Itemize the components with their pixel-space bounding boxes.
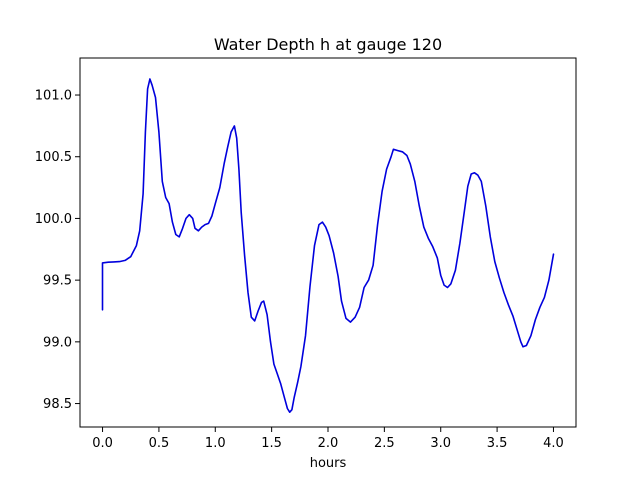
x-tick-label: 3.5: [487, 436, 508, 451]
x-axis-label: hours: [310, 456, 347, 471]
y-axis: 98.5 99.0 99.5 100.0 100.5 101.0: [35, 89, 80, 412]
x-tick-label: 2.5: [374, 436, 395, 451]
plot-frame: [79, 57, 577, 428]
y-tick-label: 99.5: [43, 274, 72, 289]
plot-area: [101, 78, 555, 414]
x-tick-label: 1.5: [261, 436, 282, 451]
chart-title: Water Depth h at gauge 120: [214, 35, 442, 54]
x-axis: 0.0 0.5 1.0 1.5 2.0 2.5 3.0 3.5 4.0: [92, 427, 564, 451]
y-tick-label: 98.5: [43, 397, 72, 412]
x-tick-label: 0.5: [149, 436, 170, 451]
y-tick-label: 100.5: [35, 150, 72, 165]
y-tick-label: 100.0: [35, 212, 72, 227]
x-tick-label: 0.0: [92, 436, 113, 451]
y-tick-label: 99.0: [43, 335, 72, 350]
y-tick-label: 101.0: [35, 89, 72, 104]
x-tick-label: 2.0: [318, 436, 339, 451]
x-tick-label: 1.0: [205, 436, 226, 451]
series-line-0: [101, 78, 555, 414]
x-tick-label: 4.0: [543, 436, 564, 451]
x-tick-label: 3.0: [430, 436, 451, 451]
